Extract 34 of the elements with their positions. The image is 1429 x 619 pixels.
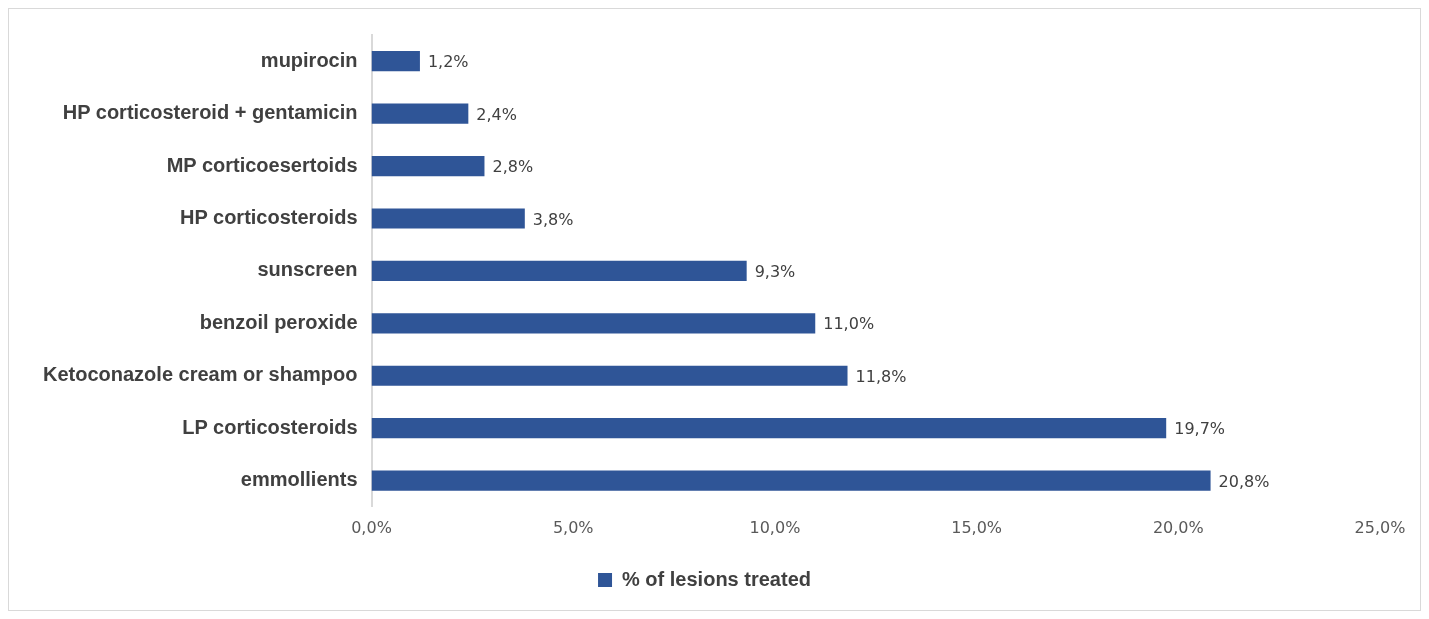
x-tick-label: 15,0% [951,517,1003,537]
bar [371,208,525,229]
y-tick-label: HP corticosteroids [180,205,358,228]
x-tick-label: 10,0% [749,517,801,537]
data-label: 2,4% [476,104,517,124]
bar [371,51,420,72]
y-tick-label: mupirocin [260,48,358,71]
y-tick-label: MP corticoesertoids [166,153,358,176]
data-label: 20,8% [1218,471,1270,491]
bar [371,470,1211,491]
bar [371,155,485,177]
data-label: 19,7% [1174,419,1226,439]
y-tick-label: Ketoconazole cream or shampoo [42,363,358,386]
data-label: 11,0% [823,314,875,334]
bar [371,260,747,281]
bar [371,103,469,124]
data-label: 3,8% [532,209,574,229]
bar [371,313,816,334]
data-label: 2,8% [492,157,534,177]
y-tick-label: sunscreen [257,258,358,281]
x-tick-label: 20,0% [1152,517,1204,537]
y-tick-label: LP corticosteroids [182,415,358,438]
data-label: 9,3% [754,262,796,282]
y-tick-label: HP corticosteroid + gentamicin [62,101,358,124]
data-label: 11,8% [855,366,907,386]
legend-label: % of lesions treated [622,567,811,590]
x-tick-label: 0,0% [351,517,392,537]
bar [371,418,1167,439]
y-tick-label: emmollients [240,468,358,491]
y-tick-label: benzoil peroxide [199,310,358,333]
bar [371,365,848,386]
data-label: 1,2% [427,52,469,72]
x-tick-label: 25,0% [1354,517,1406,537]
x-tick-label: 5,0% [552,517,594,537]
